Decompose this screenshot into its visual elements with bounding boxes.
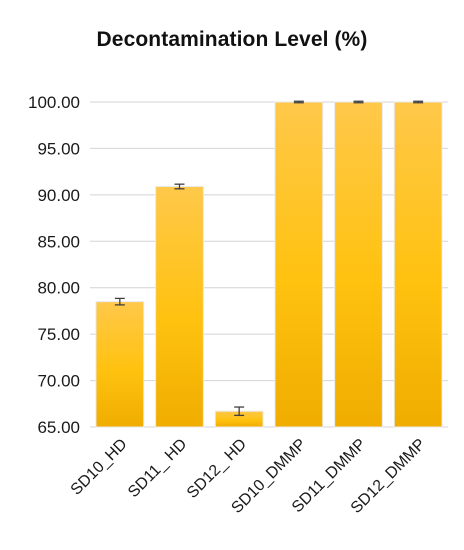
bar	[334, 101, 383, 428]
y-tick-label: 85.00	[37, 232, 80, 251]
y-axis-tick-labels: 65.00 70.00 75.00 80.00 85.00 90.00 95.00 100.0…	[28, 93, 80, 437]
y-tick-label: 70.00	[37, 372, 80, 391]
error-bar	[114, 297, 125, 306]
x-tick-label: SD11_ HD	[125, 436, 190, 501]
bar	[95, 301, 145, 428]
bar	[155, 186, 204, 428]
error-bar	[174, 183, 185, 190]
error-bars	[114, 100, 424, 417]
chart-title: Decontamination Level (%)	[96, 28, 368, 51]
error-bar	[234, 406, 245, 417]
y-tick-label: 65.00	[37, 418, 80, 437]
y-tick-label: 80.00	[37, 279, 80, 298]
gridlines	[90, 101, 448, 428]
error-bar	[293, 100, 304, 104]
bar	[393, 101, 443, 428]
bars	[95, 101, 443, 428]
error-bar	[413, 100, 424, 104]
y-tick-label: 75.00	[37, 325, 80, 344]
error-bar	[353, 100, 364, 104]
bar	[274, 101, 324, 428]
y-tick-label: 95.00	[37, 139, 80, 158]
y-tick-label: 90.00	[37, 186, 80, 205]
y-tick-label: 100.00	[28, 93, 80, 112]
x-tick-label: SD10_HD	[68, 436, 131, 499]
